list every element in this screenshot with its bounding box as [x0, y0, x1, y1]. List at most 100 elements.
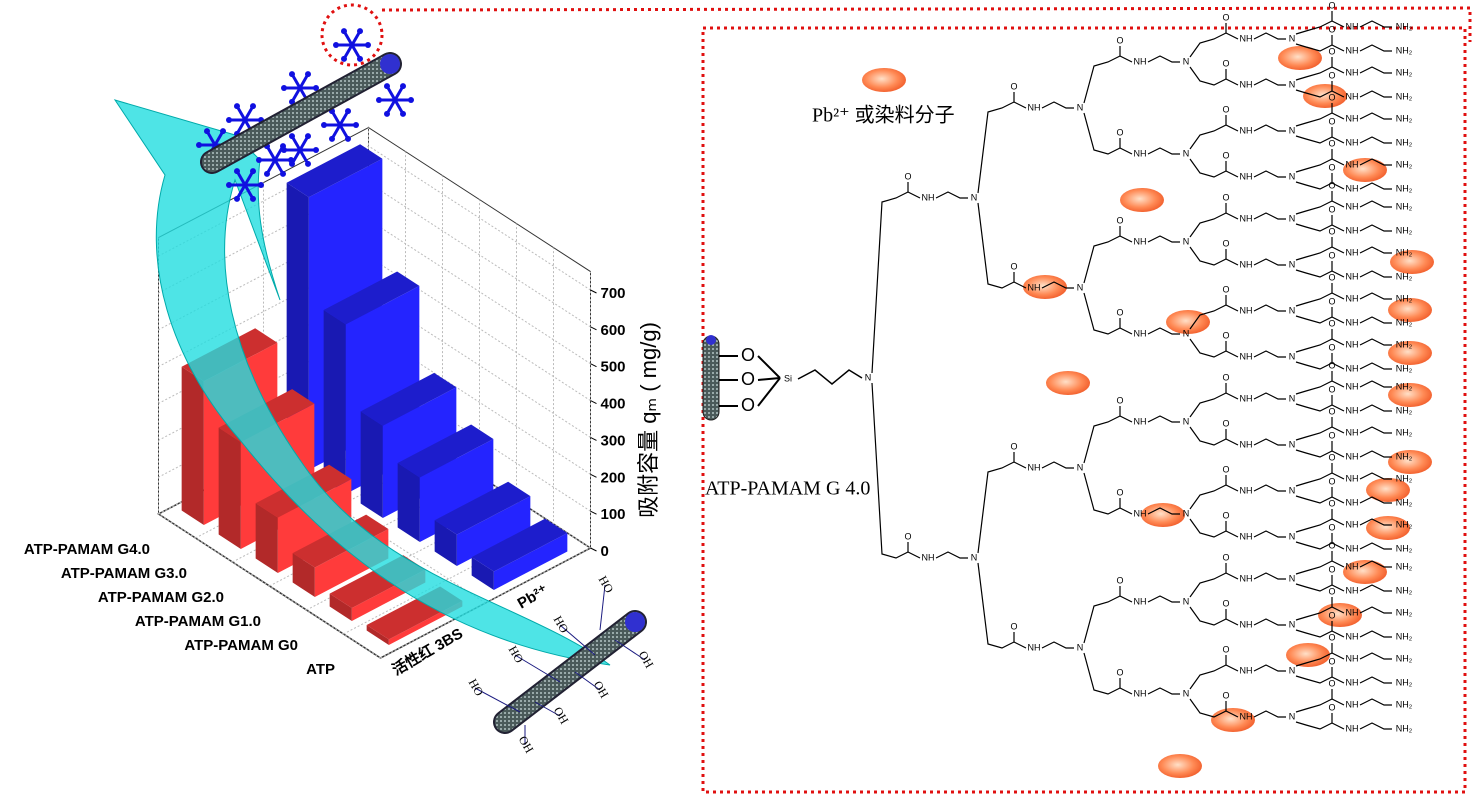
z-tick-label: 0 — [601, 543, 609, 560]
category-label: ATP-PAMAM G2.0 — [98, 589, 224, 606]
legend-text: Pb²⁺ 或染料分子 — [812, 104, 955, 127]
atom-label: N — [1183, 328, 1190, 338]
bond — [1253, 212, 1286, 220]
dendron-branch — [298, 137, 309, 151]
dendron-tip — [341, 28, 347, 35]
bond — [1359, 224, 1392, 232]
ion — [1303, 84, 1347, 108]
dendron-tip — [329, 135, 335, 142]
dendron-branch — [350, 44, 361, 58]
atom-label: NH — [1346, 201, 1359, 211]
dendron-tip — [204, 128, 210, 135]
atom-label: O — [1328, 678, 1335, 688]
bond — [1359, 542, 1392, 550]
atom-label: O — [1328, 476, 1335, 486]
hydroxyl-label: OH — [591, 678, 612, 700]
zoom-circle — [320, 3, 384, 67]
bond — [1189, 572, 1227, 598]
ion — [1286, 643, 1330, 667]
atom-label: O — [1116, 215, 1123, 225]
atom-label: O — [1010, 621, 1017, 631]
atom-label: O — [1116, 487, 1123, 497]
atom-label: O — [1116, 307, 1123, 317]
dendron-branch — [236, 107, 247, 121]
bond — [1189, 392, 1227, 418]
bar-side — [434, 520, 457, 566]
category-label: ATP-PAMAM G3.0 — [61, 565, 187, 582]
dendron-branch — [206, 132, 217, 146]
atom-label: NH₂ — [1396, 91, 1413, 101]
dendron-tip — [305, 160, 311, 167]
atom-label: O — [1222, 418, 1229, 428]
ion — [1211, 708, 1255, 732]
bond — [1359, 90, 1392, 98]
bond — [1225, 530, 1239, 538]
bond — [1359, 112, 1392, 120]
bond — [1253, 170, 1286, 178]
bond — [1225, 170, 1239, 178]
atom-label: O — [1222, 238, 1229, 248]
atom-label: NH — [1346, 653, 1359, 663]
dendron-branch — [298, 149, 309, 163]
category-label: ATP-PAMAM G0 — [184, 637, 298, 654]
bond — [1225, 484, 1239, 492]
bond — [1331, 136, 1345, 144]
bond — [1189, 518, 1227, 538]
bond — [1295, 583, 1333, 592]
dendron-tip — [256, 157, 262, 163]
bond — [1013, 461, 1027, 469]
bond — [1359, 630, 1392, 638]
atom-label: NH — [1346, 427, 1359, 437]
category-label: ATP — [306, 661, 335, 678]
bond — [1225, 124, 1239, 132]
bond — [1359, 450, 1392, 458]
bond — [1331, 676, 1345, 684]
bar-top — [397, 424, 494, 478]
atom-label: O — [1222, 552, 1229, 562]
hydroxyl-bond — [474, 687, 521, 713]
atom-label: NH — [1346, 381, 1359, 391]
bond — [1295, 495, 1333, 504]
bond — [907, 191, 921, 199]
bond — [1331, 518, 1345, 526]
atom-label: N — [1183, 688, 1190, 698]
dendron-tip — [341, 55, 347, 62]
atom-label: NH₂ — [1396, 137, 1413, 147]
dendron-branch — [213, 132, 224, 146]
bond — [1189, 212, 1227, 238]
bond — [1189, 664, 1227, 690]
bond — [1359, 66, 1392, 74]
dendron-tip — [313, 147, 319, 153]
atom-label: NH — [1028, 642, 1041, 652]
z-tick-label: 300 — [601, 432, 626, 449]
bond — [1331, 270, 1345, 278]
bond — [935, 551, 968, 559]
dendron-tip — [313, 85, 319, 91]
z-tick-label: 400 — [601, 396, 626, 413]
atom-label: NH — [1240, 393, 1253, 403]
bond — [1331, 722, 1345, 730]
dendron-tip — [305, 71, 311, 78]
dendron-branch — [343, 32, 354, 46]
bar-side — [323, 310, 346, 494]
atom-label: O — [1222, 690, 1229, 700]
dendron-tip — [250, 168, 256, 175]
bond — [1225, 392, 1239, 400]
atom-label: NH₂ — [1396, 339, 1413, 349]
bond — [1189, 66, 1227, 86]
atom-label: N — [1077, 282, 1084, 292]
atom-label: NH — [1346, 561, 1359, 571]
dendron-branch — [338, 124, 349, 138]
dendron-tip — [250, 103, 256, 110]
bond — [1295, 518, 1333, 533]
atom-label: NH — [1346, 497, 1359, 507]
atom-label: O — [1328, 70, 1335, 80]
dendron-tip — [345, 135, 351, 142]
atom-label: O — [1328, 498, 1335, 508]
bond — [1295, 292, 1333, 307]
ion — [1278, 46, 1322, 70]
dendron-tip — [234, 168, 240, 175]
series-label: Pb²⁺ — [515, 582, 551, 613]
dendron-branch — [266, 159, 277, 173]
